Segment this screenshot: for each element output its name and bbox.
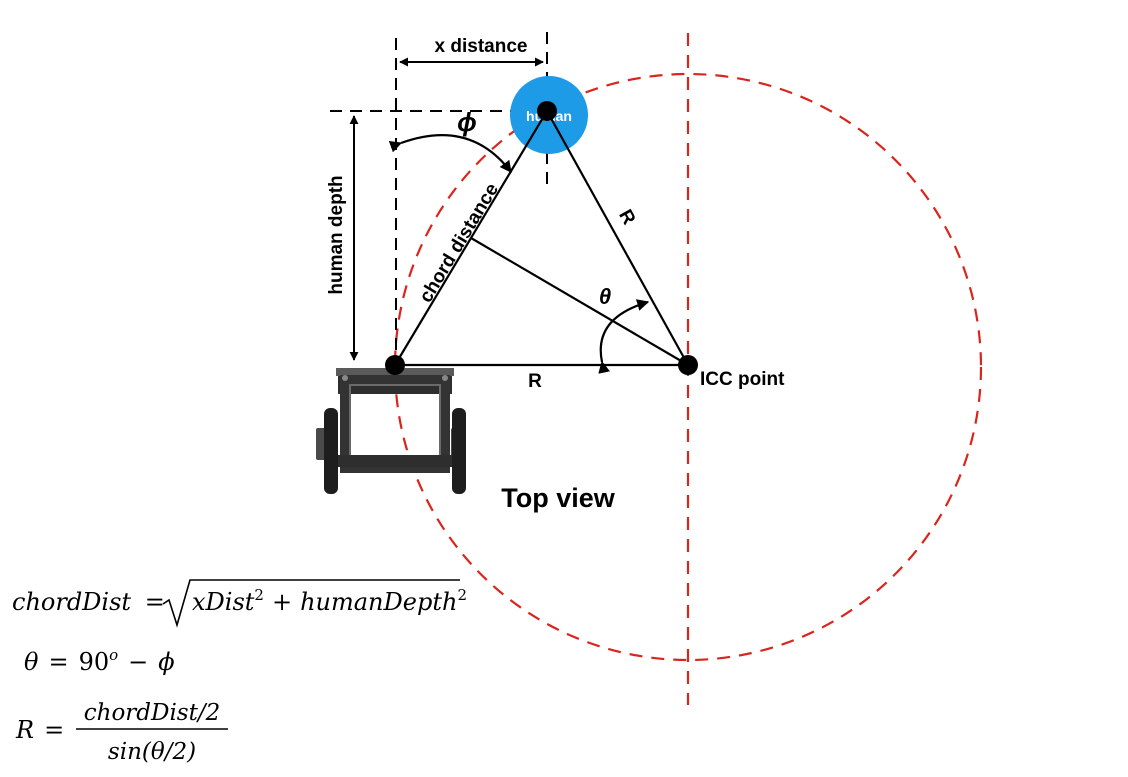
human-depth-label: human depth (326, 175, 347, 294)
robot-top-view (316, 368, 466, 494)
phi-label: ϕ (457, 107, 477, 137)
radius-slant-line (546, 110, 689, 366)
top-view-label: Top view (501, 483, 616, 513)
chord-distance-label: chord distance (415, 180, 503, 307)
theta-arc (598, 299, 650, 374)
human-point (537, 101, 557, 121)
svg-text:chordDist =: chordDist = (12, 588, 165, 616)
svg-text:sin(θ/2): sin(θ/2) (108, 739, 196, 765)
x-distance-label: x distance (435, 36, 528, 57)
svg-text:R=: R = (15, 716, 64, 744)
robot-point (385, 355, 405, 375)
phi-arc (388, 134, 512, 173)
equation-radius: R = chordDist/2 sin(θ/2) (15, 700, 228, 765)
radius-slant-label: R (614, 206, 639, 228)
chord-bisector-line (470, 237, 689, 366)
svg-text:chordDist/2: chordDist/2 (84, 700, 220, 726)
svg-text:θ=90o−ϕ: θ = 90o − ϕ (24, 646, 175, 676)
radius-base-label: R (528, 371, 542, 392)
square-root-sign (162, 579, 460, 628)
icc-point-label: ICC point (700, 369, 785, 390)
turning-circle (393, 72, 983, 662)
equation-chord-distance: chordDist = xDist2 + humanDepth2 (12, 579, 467, 628)
theta-label: θ (599, 284, 611, 309)
svg-text:xDist2+humanDepth2: xDist2 + humanDepth2 (192, 586, 467, 616)
icc-point (678, 355, 698, 375)
equation-theta: θ = 90o − ϕ (24, 646, 175, 676)
